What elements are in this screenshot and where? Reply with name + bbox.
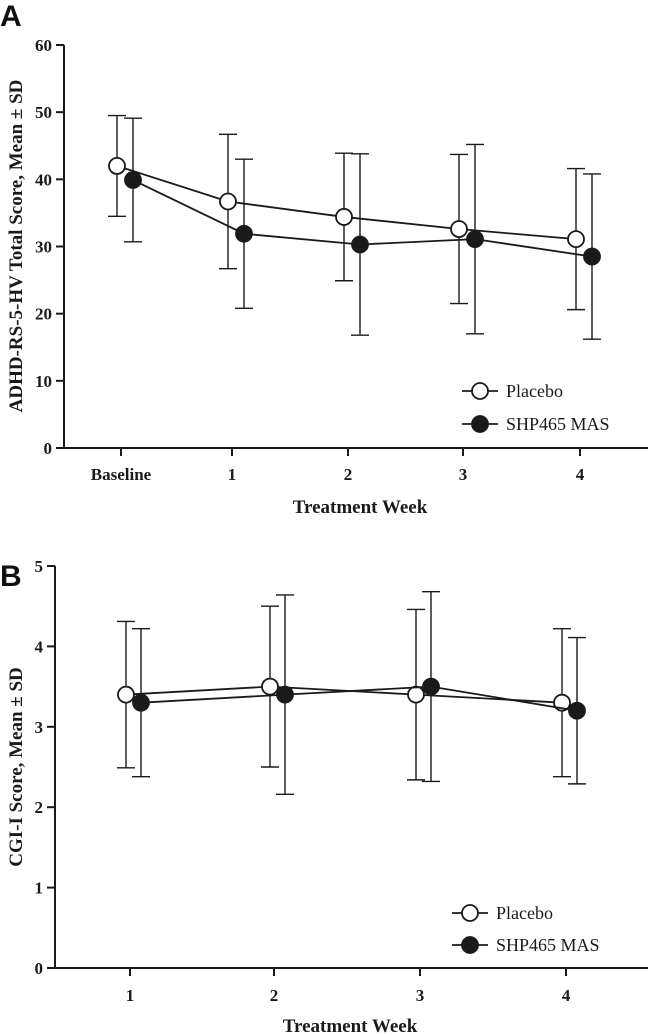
pb-series-placebo-legend-label: Placebo [496, 903, 553, 923]
pa-series-shp465-mas-point [583, 247, 601, 266]
pa-x-tick-label: 2 [344, 465, 353, 484]
pb-series-shp465-mas-line [140, 685, 578, 712]
pa-y-tick-label: 30 [35, 238, 52, 257]
pb-y-tick-label: 2 [35, 798, 44, 817]
pb-series-placebo-point [261, 677, 279, 696]
panel-a: A ADHD-RS-5-HV Total Score, Mean ± SD Tr… [0, 0, 648, 518]
plot-area-b: 0 1 2 3 4 5 1 2 3 4 Placebo SHP465 MAS [35, 557, 648, 1005]
pa-y-tick-label: 20 [35, 305, 52, 324]
pa-y-tick-label: 10 [35, 372, 52, 391]
pa-x-tick-label: 3 [459, 465, 468, 484]
pa-y-tick-label: 40 [35, 170, 52, 189]
pa-series-shp465-mas-legend-marker [471, 415, 489, 433]
pa-series-placebo-legend-marker [471, 382, 489, 400]
pa-series-placebo-point [335, 208, 353, 226]
pb-series-shp465-mas-point [132, 693, 150, 712]
pb-x-tick-label: 4 [562, 986, 571, 1005]
pa-x-tick-label: Baseline [91, 465, 152, 484]
pa-x-tick-label: 4 [576, 465, 585, 484]
pb-y-tick-label: 0 [35, 959, 44, 978]
pa-series-placebo-point [108, 156, 126, 175]
pa-series-shp465-mas-legend-label: SHP465 MAS [506, 414, 610, 434]
pa-series-shp465-mas-point [351, 235, 369, 254]
pa-x-tick-label: 1 [228, 465, 237, 484]
pb-series-shp465-mas-legend-label: SHP465 MAS [496, 935, 600, 955]
pa-series-shp465-mas-point [235, 224, 253, 243]
panel-label-b: B [0, 560, 22, 593]
pb-y-tick-label: 4 [35, 637, 44, 656]
pb-series-shp465-mas-point [276, 685, 294, 704]
pa-series-shp465-mas-point [466, 230, 484, 249]
pb-series-placebo-legend-marker [461, 904, 479, 922]
pa-series-placebo-point [567, 230, 585, 249]
pa-y-tick-label: 50 [35, 103, 52, 122]
pb-y-tick-label: 1 [35, 879, 44, 898]
pb-series-shp465-mas-point [422, 677, 440, 696]
pb-x-tick-label: 3 [416, 986, 425, 1005]
y-axis-title-b: CGI-I Score, Mean ± SD [6, 667, 27, 867]
pa-series-placebo-point [450, 220, 468, 238]
plot-area-a: 0 10 20 30 40 50 60 Baseline 1 2 3 4 Placebo SHP465 M… [35, 36, 648, 484]
panel-b: B CGI-I Score, Mean ± SD Treatment Week … [0, 557, 648, 1036]
pa-y-tick-label: 60 [35, 36, 52, 55]
pa-series-placebo-line [116, 165, 577, 241]
pb-y-tick-label: 3 [35, 718, 44, 737]
panel-label-a: A [0, 0, 22, 33]
pb-x-tick-label: 1 [126, 986, 135, 1005]
pa-series-placebo-legend-label: Placebo [506, 381, 563, 401]
pb-y-tick-label: 5 [35, 557, 44, 576]
y-axis-title-a: ADHD-RS-5-HV Total Score, Mean ± SD [6, 80, 27, 413]
pb-x-tick-label: 2 [270, 986, 279, 1005]
pb-series-shp465-mas-point [568, 701, 586, 720]
pa-series-shp465-mas-point [124, 171, 142, 189]
pb-series-shp465-mas-legend-marker [461, 936, 479, 954]
pb-series-placebo-point [117, 685, 135, 704]
pa-series-placebo-point [219, 192, 237, 211]
x-axis-title-b: Treatment Week [283, 1016, 418, 1036]
pa-y-tick-label: 0 [44, 439, 53, 458]
pb-series-placebo-point [407, 685, 425, 704]
x-axis-title-a: Treatment Week [293, 497, 428, 518]
